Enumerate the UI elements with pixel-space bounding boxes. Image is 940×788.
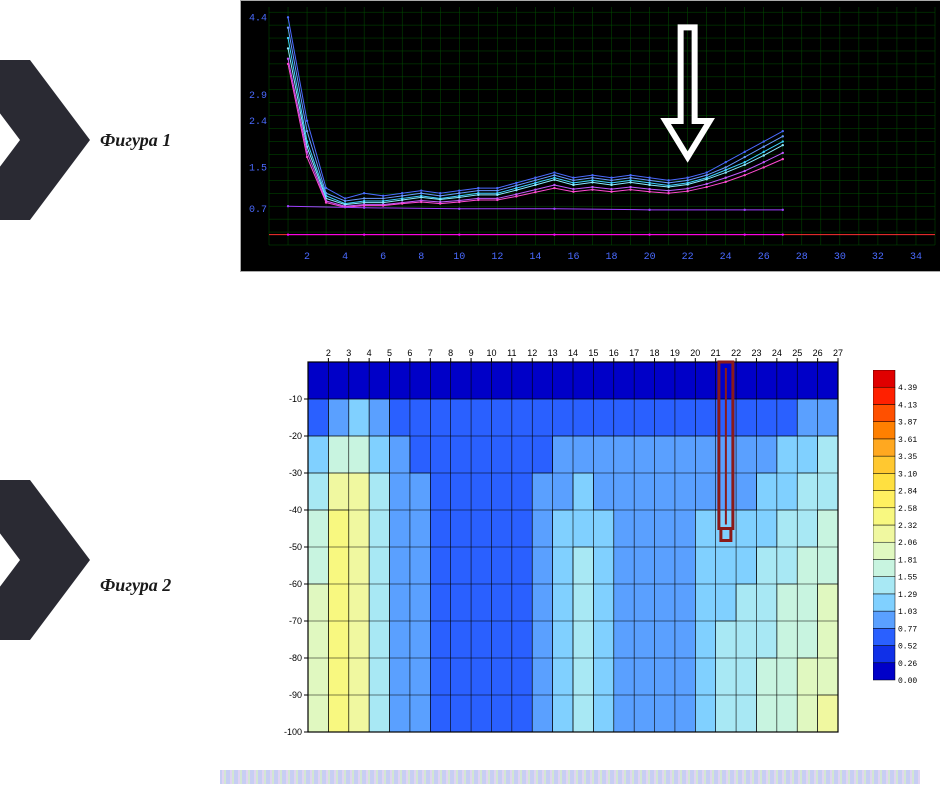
- svg-text:-20: -20: [289, 431, 302, 441]
- svg-text:22: 22: [731, 348, 741, 358]
- svg-text:8: 8: [448, 348, 453, 358]
- svg-text:0.77: 0.77: [898, 625, 917, 634]
- svg-text:-70: -70: [289, 616, 302, 626]
- svg-text:16: 16: [609, 348, 619, 358]
- svg-text:18: 18: [650, 348, 660, 358]
- svg-text:6: 6: [380, 252, 386, 263]
- svg-text:3.87: 3.87: [898, 419, 917, 428]
- svg-text:18: 18: [606, 252, 618, 263]
- svg-text:0.00: 0.00: [898, 677, 917, 686]
- svg-text:1.5: 1.5: [249, 163, 267, 174]
- figure2-caption: Фигура 2: [100, 575, 171, 596]
- svg-text:0.26: 0.26: [898, 660, 917, 669]
- svg-text:12: 12: [527, 348, 537, 358]
- svg-text:4: 4: [342, 252, 348, 263]
- figure1-caption: Фигура 1: [100, 130, 171, 151]
- svg-text:24: 24: [720, 252, 732, 263]
- svg-text:22: 22: [682, 252, 694, 263]
- svg-text:1.29: 1.29: [898, 591, 917, 600]
- svg-text:12: 12: [491, 252, 503, 263]
- svg-text:9: 9: [469, 348, 474, 358]
- svg-text:26: 26: [813, 348, 823, 358]
- svg-text:3: 3: [346, 348, 351, 358]
- svg-text:2.9: 2.9: [249, 91, 267, 102]
- svg-text:21: 21: [711, 348, 721, 358]
- svg-text:4.4: 4.4: [249, 13, 267, 24]
- svg-text:10: 10: [453, 252, 465, 263]
- chart1-line-plot: 0.71.52.42.94.42468101214161820222426283…: [240, 0, 940, 272]
- svg-text:4.13: 4.13: [898, 401, 917, 410]
- svg-text:2.4: 2.4: [249, 117, 267, 128]
- svg-text:5: 5: [387, 348, 392, 358]
- svg-text:28: 28: [796, 252, 808, 263]
- svg-text:30: 30: [834, 252, 846, 263]
- svg-text:-30: -30: [289, 468, 302, 478]
- svg-text:14: 14: [529, 252, 541, 263]
- svg-text:2.58: 2.58: [898, 505, 917, 514]
- svg-text:25: 25: [792, 348, 802, 358]
- svg-text:1.55: 1.55: [898, 574, 917, 583]
- svg-text:20: 20: [644, 252, 656, 263]
- svg-text:14: 14: [568, 348, 578, 358]
- svg-text:-60: -60: [289, 579, 302, 589]
- svg-text:2: 2: [304, 252, 310, 263]
- chart2-contour-heatmap: 2345678910111213141516171819202122232425…: [260, 340, 880, 740]
- svg-text:10: 10: [486, 348, 496, 358]
- svg-text:27: 27: [833, 348, 843, 358]
- svg-text:19: 19: [670, 348, 680, 358]
- svg-text:2.06: 2.06: [898, 539, 917, 548]
- svg-text:6: 6: [407, 348, 412, 358]
- svg-text:3.35: 3.35: [898, 453, 917, 462]
- svg-text:4.39: 4.39: [898, 384, 917, 393]
- svg-text:15: 15: [588, 348, 598, 358]
- svg-text:11: 11: [507, 348, 516, 358]
- svg-text:8: 8: [418, 252, 424, 263]
- chevron-decoration-2: [0, 480, 90, 640]
- svg-text:2: 2: [326, 348, 331, 358]
- svg-text:16: 16: [567, 252, 579, 263]
- svg-text:3.61: 3.61: [898, 436, 917, 445]
- chevron-decoration-1: [0, 60, 90, 220]
- svg-text:-50: -50: [289, 542, 302, 552]
- svg-text:0.52: 0.52: [898, 643, 917, 652]
- page: { "captions":{"fig1":"Фигура 1","fig2":"…: [0, 0, 940, 788]
- svg-text:-80: -80: [289, 653, 302, 663]
- svg-text:1.81: 1.81: [898, 556, 917, 565]
- svg-text:7: 7: [428, 348, 433, 358]
- svg-text:20: 20: [690, 348, 700, 358]
- svg-text:-40: -40: [289, 505, 302, 515]
- bottom-decorative-strip: [220, 770, 920, 784]
- svg-text:-90: -90: [289, 690, 302, 700]
- svg-text:2.84: 2.84: [898, 488, 917, 497]
- svg-text:23: 23: [751, 348, 761, 358]
- svg-text:1.03: 1.03: [898, 608, 917, 617]
- svg-text:34: 34: [910, 252, 922, 263]
- svg-text:2.32: 2.32: [898, 522, 917, 531]
- svg-text:3.10: 3.10: [898, 470, 917, 479]
- svg-text:-10: -10: [289, 394, 302, 404]
- svg-text:32: 32: [872, 252, 884, 263]
- svg-text:0.7: 0.7: [249, 205, 267, 216]
- svg-text:17: 17: [629, 348, 639, 358]
- svg-text:-100: -100: [284, 727, 302, 737]
- svg-text:4: 4: [367, 348, 372, 358]
- svg-text:26: 26: [758, 252, 770, 263]
- svg-text:13: 13: [548, 348, 558, 358]
- svg-text:24: 24: [772, 348, 782, 358]
- chart2-colorbar-legend: 0.00 0.26 0.52 0.77 1.03 1.29 1.55 1.81 2.06 2.32…: [873, 370, 933, 695]
